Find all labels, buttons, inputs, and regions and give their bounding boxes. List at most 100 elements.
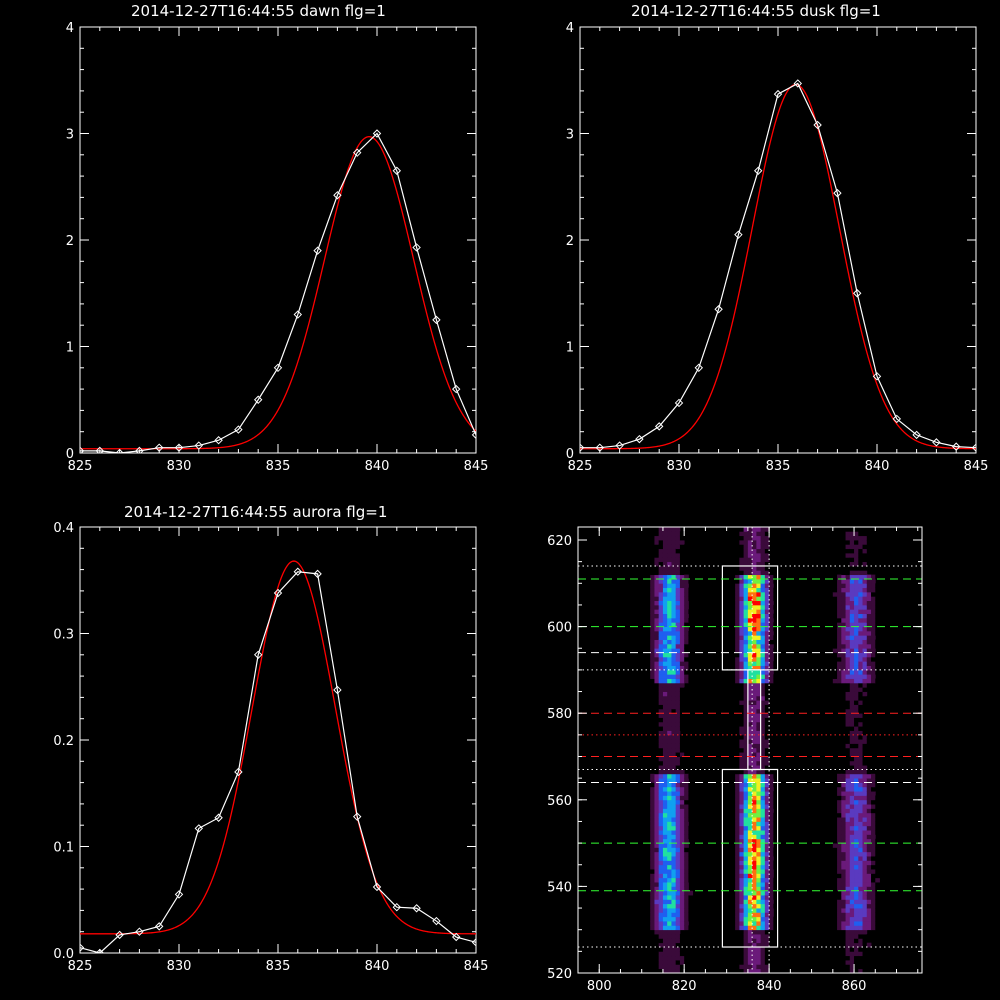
- heatmap-cell: [684, 578, 689, 584]
- heatmap-cell: [684, 726, 689, 731]
- heatmap-cell: [769, 895, 774, 900]
- heatmap-cell: [858, 769, 863, 775]
- heatmap-cell: [650, 583, 655, 589]
- heatmap-cell: [645, 925, 651, 931]
- heatmap-cell: [832, 830, 838, 835]
- heatmap-cell: [667, 938, 672, 944]
- heatmap-cell: [743, 908, 749, 913]
- heatmap-cell: [675, 968, 681, 974]
- heatmap-cell: [845, 843, 851, 848]
- data-point: [115, 930, 124, 940]
- heatmap-cell: [845, 886, 851, 892]
- heatmap-cell: [845, 899, 851, 905]
- heatmap-cell: [662, 587, 668, 593]
- heatmap-cell: [832, 622, 838, 627]
- heatmap-cell: [692, 869, 698, 874]
- heatmap-cell: [854, 964, 859, 970]
- heatmap-cell: [662, 656, 668, 662]
- heatmap-cell: [854, 591, 859, 597]
- heatmap-cell: [866, 739, 872, 744]
- heatmap-cell: [888, 864, 893, 870]
- heatmap-cell: [667, 539, 672, 545]
- heatmap-cell: [679, 622, 685, 627]
- heatmap-cell: [769, 778, 774, 783]
- heatmap-cell: [892, 591, 897, 597]
- heatmap-cell: [773, 604, 779, 610]
- heatmap-cell: [858, 843, 863, 848]
- heatmap-cell: [756, 929, 762, 935]
- heatmap-cell: [679, 873, 685, 879]
- heatmap-cell: [675, 557, 681, 563]
- heatmap-cell: [769, 635, 774, 640]
- heatmap-cell: [658, 656, 664, 662]
- heatmap-cell: [752, 704, 757, 710]
- heatmap-cell: [654, 817, 660, 822]
- heatmap-cell: [658, 873, 664, 879]
- heatmap-cell: [854, 548, 859, 554]
- heatmap-cell: [752, 838, 757, 844]
- heatmap-cell: [671, 778, 677, 783]
- heatmap-cell: [752, 851, 757, 857]
- heatmap-cell: [735, 604, 740, 610]
- heatmap-cell: [679, 908, 685, 913]
- heatmap-cell: [849, 643, 855, 649]
- heatmap-cell: [854, 604, 859, 610]
- heatmap-cell: [756, 643, 762, 649]
- heatmap-cell: [849, 960, 855, 965]
- heatmap-cell: [752, 739, 757, 744]
- heatmap-cell: [667, 929, 672, 935]
- heatmap-cell: [862, 843, 868, 848]
- heatmap-cell: [743, 799, 749, 805]
- heatmap-cell: [879, 669, 885, 675]
- heatmap-cell: [832, 869, 838, 874]
- heatmap-cell: [654, 609, 660, 615]
- heatmap-cell: [845, 847, 851, 853]
- heatmap-cell: [849, 708, 855, 714]
- heatmap-cell: [875, 587, 880, 593]
- heatmap-cell: [667, 531, 672, 537]
- heatmap-cell: [832, 851, 838, 857]
- heatmap-cell: [675, 626, 681, 632]
- heatmap-cell: [679, 795, 685, 801]
- heatmap-cell: [845, 830, 851, 835]
- heatmap-cell: [854, 691, 859, 697]
- heatmap-cell: [747, 968, 753, 974]
- heatmap-cell: [675, 899, 681, 905]
- heatmap-cell: [671, 951, 677, 957]
- heatmap-cell: [824, 596, 829, 602]
- heatmap-cell: [747, 843, 753, 848]
- heatmap-cell: [667, 968, 672, 974]
- heatmap-cell: [841, 882, 846, 887]
- heatmap-cell: [662, 938, 668, 944]
- y-tick-label: 2: [566, 234, 574, 249]
- heatmap-cell: [658, 635, 664, 640]
- heatmap-cell: [684, 574, 689, 580]
- heatmap-cell: [769, 613, 774, 619]
- heatmap-cell: [756, 535, 762, 541]
- heatmap-cell: [743, 752, 749, 757]
- heatmap-cell: [735, 860, 740, 866]
- heatmap-cell: [650, 947, 655, 952]
- heatmap-cell: [641, 873, 647, 879]
- heatmap-cell: [667, 604, 672, 610]
- heatmap-cell: [849, 747, 855, 753]
- heatmap-cell: [871, 578, 876, 584]
- heatmap-cell: [650, 864, 655, 870]
- heatmap-cell: [760, 834, 766, 840]
- heatmap-cell: [760, 557, 766, 563]
- heatmap-cell: [747, 942, 753, 948]
- heatmap-cell: [658, 756, 664, 762]
- heatmap-cell: [756, 561, 762, 567]
- heatmap-cell: [735, 869, 740, 874]
- heatmap-cell: [862, 583, 868, 589]
- heatmap-cell: [650, 921, 655, 926]
- heatmap-cell: [752, 795, 757, 801]
- heatmap-cell: [845, 713, 851, 718]
- heatmap-cell: [866, 630, 872, 636]
- heatmap-cell: [760, 851, 766, 857]
- heatmap-cell: [667, 942, 672, 948]
- heatmap-cell: [841, 578, 846, 584]
- heatmap-cell: [875, 916, 880, 922]
- heatmap-cell: [883, 743, 889, 749]
- data-point: [135, 446, 144, 453]
